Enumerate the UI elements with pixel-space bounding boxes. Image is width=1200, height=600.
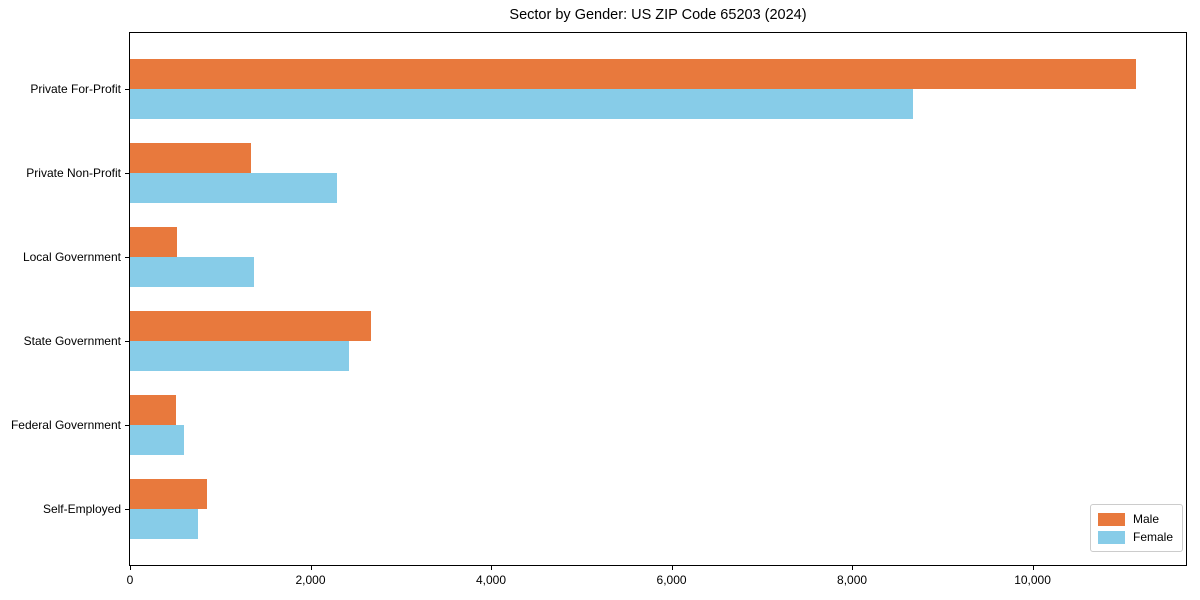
chart-title: Sector by Gender: US ZIP Code 65203 (202… (509, 7, 807, 23)
y-axis-label-state-government: State Government (23, 333, 121, 348)
legend-item-male: Male (1097, 510, 1173, 528)
x-axis-tick-label: 4,000 (476, 573, 507, 587)
y-axis-label-self-employed: Self-Employed (42, 501, 121, 516)
x-axis-tick (852, 565, 854, 570)
y-axis-label-private-for-profit: Private For-Profit (30, 82, 121, 96)
legend: Male Female (1089, 504, 1183, 552)
bar-female-local-government (130, 256, 254, 287)
x-axis-tick (671, 565, 673, 570)
bar-female-federal-government (130, 424, 184, 455)
legend-label-male: Male (1132, 512, 1159, 526)
x-axis-tick (130, 565, 131, 570)
x-axis-tick-label: 0 (126, 573, 134, 587)
bar-male-federal-government (130, 394, 176, 425)
bar-female-private-non-profit (130, 172, 337, 203)
y-axis-tick (125, 89, 130, 90)
bar-female-private-for-profit (130, 89, 913, 119)
bar-female-state-government (130, 340, 349, 371)
x-axis-tick (491, 565, 493, 570)
legend-item-female: Female (1097, 528, 1173, 546)
bar-male-private-non-profit (130, 142, 251, 173)
y-axis-label-private-non-profit: Private Non-Profit (26, 165, 121, 180)
y-axis-tick (125, 256, 130, 258)
x-axis-tick-label: 2,000 (295, 573, 326, 587)
bar-male-private-for-profit (130, 59, 1136, 89)
bar-male-state-government (130, 310, 371, 341)
y-axis-tick (125, 508, 130, 510)
bar-female-self-employed (130, 508, 198, 539)
x-axis-tick-label: 8,000 (837, 573, 868, 587)
plot-area: Male Female Private For-Profit Private Non… (11, 32, 1187, 587)
x-axis-tick-label: 10,000 (1014, 573, 1051, 587)
x-axis-tick (310, 565, 312, 570)
y-axis-label-local-government: Local Government (22, 249, 121, 264)
bar-male-self-employed (130, 478, 207, 509)
y-axis-label-federal-government: Federal Government (10, 417, 121, 432)
legend-swatch-male (1097, 512, 1125, 526)
x-axis-tick-label: 6,000 (656, 573, 687, 587)
y-axis-tick (125, 424, 130, 426)
bar-male-local-government (130, 226, 177, 257)
legend-swatch-female (1097, 530, 1125, 544)
legend-label-female: Female (1132, 530, 1173, 544)
y-axis-tick (125, 340, 130, 342)
y-axis-tick (125, 172, 130, 174)
x-axis-tick (1032, 565, 1034, 570)
